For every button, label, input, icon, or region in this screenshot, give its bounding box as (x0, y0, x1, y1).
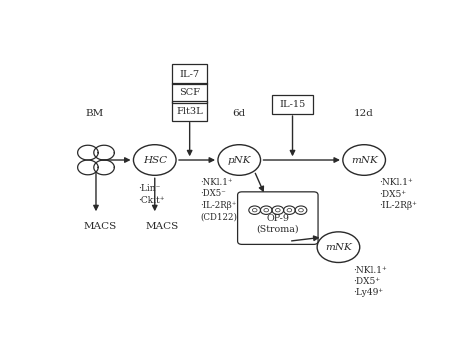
Text: mNK: mNK (351, 155, 377, 165)
Text: MACS: MACS (83, 222, 116, 230)
Text: HSC: HSC (143, 155, 167, 165)
Text: mNK: mNK (325, 243, 352, 252)
Text: IL-7: IL-7 (180, 70, 200, 79)
Text: IL-15: IL-15 (279, 100, 306, 109)
Text: MACS: MACS (146, 222, 179, 230)
Text: ·NKl.1⁺
·DX5⁺
·Ly49⁺: ·NKl.1⁺ ·DX5⁺ ·Ly49⁺ (353, 265, 387, 297)
Text: 6d: 6d (233, 109, 246, 118)
Text: 12d: 12d (354, 109, 374, 118)
Text: BM: BM (85, 109, 103, 118)
Text: pNK: pNK (228, 155, 251, 165)
Text: ·NKl.1⁺
·DX5⁺
·IL-2Rβ⁺: ·NKl.1⁺ ·DX5⁺ ·IL-2Rβ⁺ (379, 178, 417, 210)
Text: ·Lin⁻
·Ckit⁺: ·Lin⁻ ·Ckit⁺ (138, 184, 165, 204)
Text: OP-9
(Stroma): OP-9 (Stroma) (256, 214, 299, 234)
Text: Flt3L: Flt3L (176, 107, 203, 116)
Text: SCF: SCF (179, 88, 200, 97)
Text: ·NKl.1⁺
·DX5⁻
·IL-2Rβ⁺
(CD122): ·NKl.1⁺ ·DX5⁻ ·IL-2Rβ⁺ (CD122) (201, 178, 237, 221)
